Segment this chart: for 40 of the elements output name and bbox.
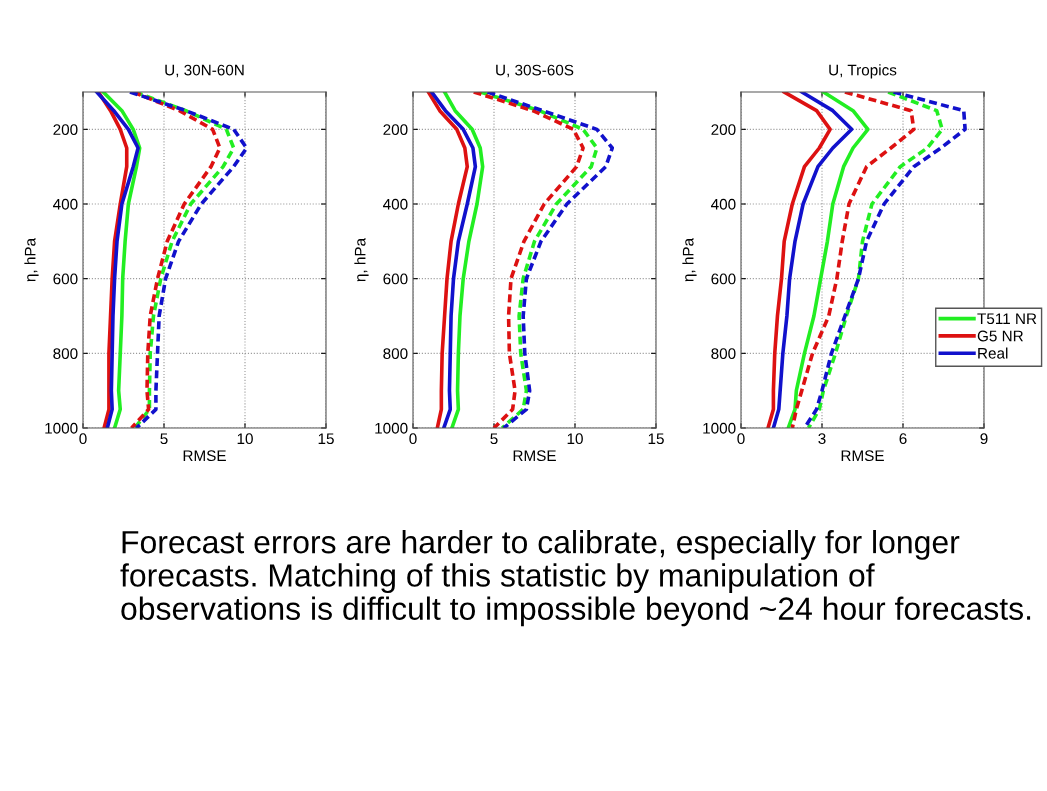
y-tick-label: 200 — [711, 124, 736, 136]
y-tick-label: 800 — [53, 348, 78, 360]
x-axis-title: RMSE — [841, 450, 884, 462]
y-tick-label: 400 — [711, 198, 736, 210]
y-tick-label: 600 — [383, 273, 408, 285]
y-tick-label: 600 — [711, 273, 736, 285]
y-tick-label: 600 — [53, 273, 78, 285]
y-tick-label: 200 — [383, 124, 408, 136]
chart-title: U, 30S-60S — [496, 64, 574, 78]
x-tick-label: 9 — [980, 433, 988, 445]
x-tick-label: 10 — [567, 433, 583, 445]
x-axis-title: RMSE — [513, 450, 556, 462]
x-tick-label: 5 — [160, 433, 168, 445]
y-tick-label: 400 — [53, 198, 78, 210]
y-tick-label: 400 — [383, 198, 408, 210]
x-tick-label: 15 — [648, 433, 664, 445]
x-tick-label: 15 — [318, 433, 334, 445]
y-tick-label: 1000 — [45, 422, 78, 434]
chart-title: U, Tropics — [829, 64, 897, 79]
x-axis-title: RMSE — [183, 450, 226, 462]
y-axis-title: η, hPa — [682, 237, 697, 282]
x-tick-label: 10 — [237, 433, 253, 445]
y-tick-label: 800 — [711, 348, 736, 360]
legend-label: G5 NR — [977, 330, 1023, 342]
y-tick-label: 800 — [383, 348, 408, 360]
x-tick-label: 3 — [818, 433, 826, 445]
x-tick-label: 0 — [79, 433, 87, 445]
y-axis-title: η, hPa — [24, 237, 39, 282]
x-tick-label: 5 — [490, 433, 498, 445]
text: Forecast errors are harder to calibrate, especially for longer forecasts. Matching of this statistic by manipulation of observations is difficult to impossible beyond ~24 hour forecasts. — [120, 530, 1031, 627]
y-tick-label: 1000 — [375, 422, 408, 434]
x-tick-label: 0 — [737, 433, 745, 445]
y-axis-title: η, hPa — [354, 237, 369, 282]
legend-label: Real — [978, 347, 1008, 359]
legend-label: T511 NR — [977, 313, 1037, 325]
chart-title: U, 30N-60N — [165, 64, 244, 78]
x-tick-label: 0 — [409, 433, 417, 445]
y-tick-label: 1000 — [703, 422, 736, 434]
x-tick-label: 6 — [899, 433, 907, 445]
y-tick-label: 200 — [53, 124, 78, 136]
